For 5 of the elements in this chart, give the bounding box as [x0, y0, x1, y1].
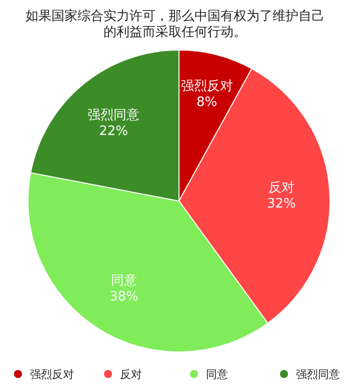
legend-label: 强烈反对 [30, 368, 74, 381]
legend-label: 同意 [206, 368, 228, 381]
legend-label: 强烈同意 [296, 368, 340, 381]
title: 如果国家综合实力许可，那么中国有权为了维护自己的利益而采取任何行动。 [26, 9, 324, 40]
legend-label: 反对 [120, 368, 142, 381]
